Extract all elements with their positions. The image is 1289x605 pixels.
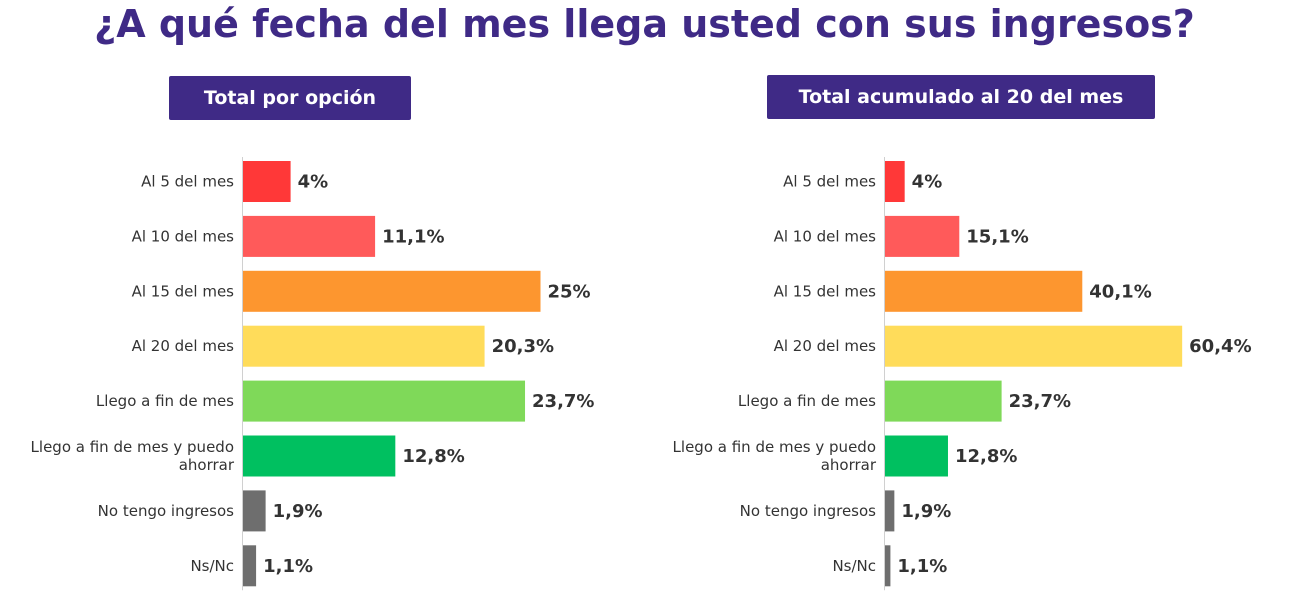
right-bar	[885, 490, 895, 532]
right-value-label: 60,4%	[1189, 336, 1251, 357]
right-category-label: Al 15 del mes	[774, 282, 877, 300]
left-category-label: Llego a fin de mes	[96, 392, 234, 410]
left-value-label: 1,1%	[263, 556, 313, 577]
right-category-label: Llego a fin de mes	[738, 392, 876, 410]
left-value-label: 12,8%	[402, 446, 464, 467]
right-bar	[885, 161, 905, 202]
right-category-label: Al 20 del mes	[774, 337, 877, 355]
right-value-label: 1,1%	[897, 556, 947, 577]
right-bar	[885, 215, 960, 257]
left-value-label: 25%	[548, 281, 591, 302]
left-bar	[243, 215, 376, 257]
chart-left-title-badge: Total por opción	[169, 76, 411, 120]
left-value-label: 20,3%	[492, 336, 554, 357]
left-bar	[243, 161, 291, 202]
right-category-label: Llego a fin de mes y puedo ahorrar	[673, 438, 877, 474]
right-bar	[885, 380, 1002, 422]
right-category-label: Al 5 del mes	[783, 173, 876, 191]
left-bar	[243, 545, 257, 587]
left-category-label: No tengo ingresos	[98, 502, 235, 520]
right-value-label: 40,1%	[1089, 281, 1151, 302]
left-bar	[243, 380, 526, 422]
left-category-label: Ns/Nc	[190, 557, 234, 575]
left-value-label: 4%	[298, 172, 329, 193]
right-bar	[885, 435, 948, 477]
left-category-label: Llego a fin de mes y puedo ahorrar	[31, 438, 235, 474]
right-category-label: Al 10 del mes	[774, 227, 877, 245]
left-category-label: Al 10 del mes	[132, 227, 235, 245]
right-category-label: Ns/Nc	[832, 557, 876, 575]
left-bar	[243, 490, 266, 532]
left-value-label: 23,7%	[532, 391, 594, 412]
right-value-label: 23,7%	[1009, 391, 1071, 412]
chart-right-title-badge: Total acumulado al 20 del mes	[767, 75, 1155, 119]
right-value-label: 1,9%	[901, 501, 951, 522]
right-value-label: 4%	[912, 172, 943, 193]
left-category-label: Al 5 del mes	[141, 173, 234, 191]
left-bar	[243, 325, 485, 367]
right-bar	[885, 545, 891, 587]
left-value-label: 11,1%	[382, 226, 444, 247]
left-category-label: Al 20 del mes	[132, 337, 235, 355]
right-bar	[885, 270, 1083, 312]
left-bar	[243, 435, 396, 477]
right-value-label: 12,8%	[955, 446, 1017, 467]
left-value-label: 1,9%	[273, 501, 323, 522]
left-bar	[243, 270, 541, 312]
right-category-label: No tengo ingresos	[740, 502, 877, 520]
page-title: ¿A qué fecha del mes llega usted con sus…	[94, 2, 1195, 46]
right-bar	[885, 325, 1183, 367]
right-value-label: 15,1%	[966, 226, 1028, 247]
left-category-label: Al 15 del mes	[132, 282, 235, 300]
